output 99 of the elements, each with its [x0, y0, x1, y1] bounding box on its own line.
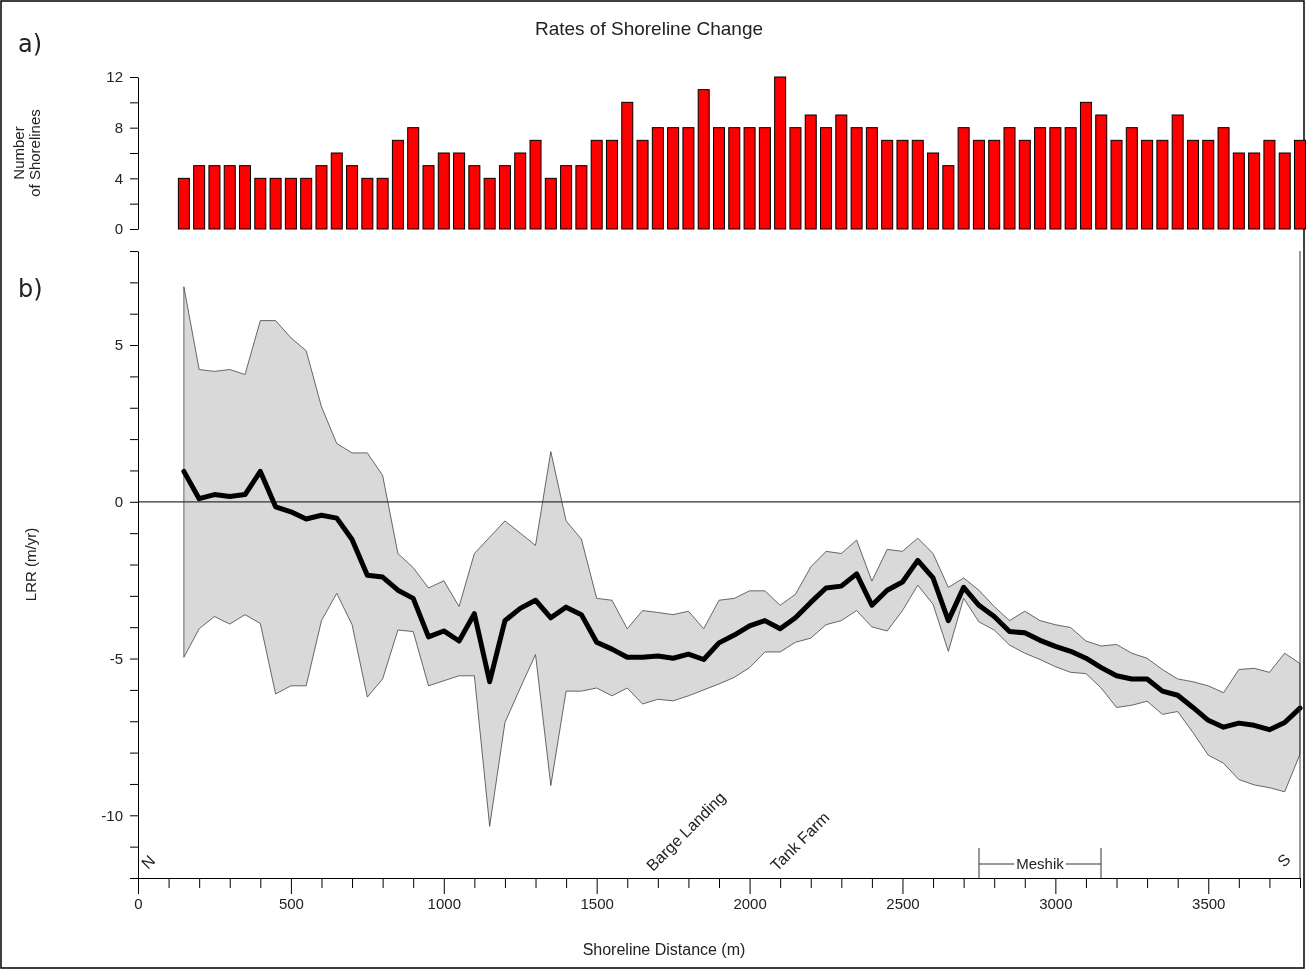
bar — [590, 139, 603, 230]
bar — [820, 127, 833, 230]
bar — [544, 177, 557, 230]
bar — [560, 165, 573, 230]
bar — [865, 127, 878, 230]
text: a) — [18, 30, 43, 58]
x-axis-title: Shoreline Distance (m) — [582, 941, 746, 958]
bar — [529, 139, 542, 230]
bar — [1232, 152, 1245, 230]
bar — [177, 177, 190, 230]
bar — [1064, 127, 1077, 230]
bar — [850, 127, 863, 230]
bar — [1049, 127, 1062, 230]
y-tick-label: -10 — [101, 806, 123, 824]
bar — [254, 177, 267, 230]
x-tick-label: 1000 — [427, 894, 461, 912]
bar — [391, 139, 404, 230]
bar — [1018, 139, 1031, 230]
bar — [300, 177, 313, 230]
annotation: S — [1274, 850, 1294, 871]
bar — [758, 127, 771, 230]
bar — [1278, 152, 1291, 230]
x-tick-label: 1500 — [580, 894, 614, 912]
bar — [346, 165, 359, 230]
bar — [988, 139, 1001, 230]
bar — [1217, 127, 1230, 230]
bar — [1079, 101, 1092, 230]
bar — [1263, 139, 1276, 230]
bar — [911, 139, 924, 230]
bar — [284, 177, 297, 230]
y-tick-label: -5 — [109, 649, 123, 667]
bar — [957, 127, 970, 230]
bar — [621, 101, 634, 230]
bar — [972, 139, 985, 230]
bar — [636, 139, 649, 230]
bar — [468, 165, 481, 230]
y-tick-label: 0 — [114, 493, 123, 511]
bar — [835, 114, 848, 230]
bar — [605, 139, 618, 230]
x-tick-label: 2000 — [733, 894, 767, 912]
bar — [1294, 139, 1306, 230]
bar — [193, 165, 206, 230]
bar — [881, 139, 894, 230]
bar — [942, 165, 955, 230]
bar — [1248, 152, 1261, 230]
bar — [223, 165, 236, 230]
bar — [422, 165, 435, 230]
bar — [743, 127, 756, 230]
bar — [1125, 127, 1138, 230]
bar — [667, 127, 680, 230]
bar — [1186, 139, 1199, 230]
y-tick-label: 5 — [114, 336, 123, 354]
bar — [927, 152, 940, 230]
bar — [498, 165, 511, 230]
y-axis-title: LRR (m/yr) — [22, 527, 39, 602]
y-tick-label: 12 — [106, 68, 123, 86]
bar — [1156, 139, 1169, 230]
bar — [774, 76, 787, 230]
bar — [896, 139, 909, 230]
bar — [1110, 139, 1123, 230]
bar — [1171, 114, 1184, 230]
bar — [1034, 127, 1047, 230]
x-tick-label: 3500 — [1192, 894, 1226, 912]
x-tick-label: 500 — [278, 894, 304, 912]
x-tick-label: 0 — [134, 894, 143, 912]
x-tick-label: 3000 — [1039, 894, 1073, 912]
bar — [682, 127, 695, 230]
bar — [269, 177, 282, 230]
bar — [651, 127, 664, 230]
text: b) — [18, 275, 43, 303]
bar — [453, 152, 466, 230]
bar — [1141, 139, 1154, 230]
bar — [804, 114, 817, 230]
bar — [376, 177, 389, 230]
bar — [1003, 127, 1016, 230]
bar — [361, 177, 374, 230]
bar — [437, 152, 450, 230]
annotation: Meshik — [1016, 855, 1065, 872]
y-tick-label: 4 — [114, 169, 123, 187]
annotation: N — [138, 851, 159, 873]
y-axis-title: Number of Shorelines — [9, 109, 43, 197]
bar — [208, 165, 221, 230]
bar — [330, 152, 343, 230]
y-tick-label: 8 — [114, 118, 123, 136]
bar — [1095, 114, 1108, 230]
y-tick-label: 0 — [114, 220, 123, 238]
bar — [728, 127, 741, 230]
bar — [514, 152, 527, 230]
bar — [575, 165, 588, 230]
bar — [697, 89, 710, 230]
chart-title: Rates of Shoreline Change — [534, 18, 764, 39]
bar — [713, 127, 725, 230]
bar — [239, 165, 252, 230]
bar — [483, 177, 496, 230]
bar — [315, 165, 328, 230]
bar — [1202, 139, 1215, 230]
bar — [789, 127, 802, 230]
bar — [407, 127, 420, 230]
x-tick-label: 2500 — [886, 894, 920, 912]
